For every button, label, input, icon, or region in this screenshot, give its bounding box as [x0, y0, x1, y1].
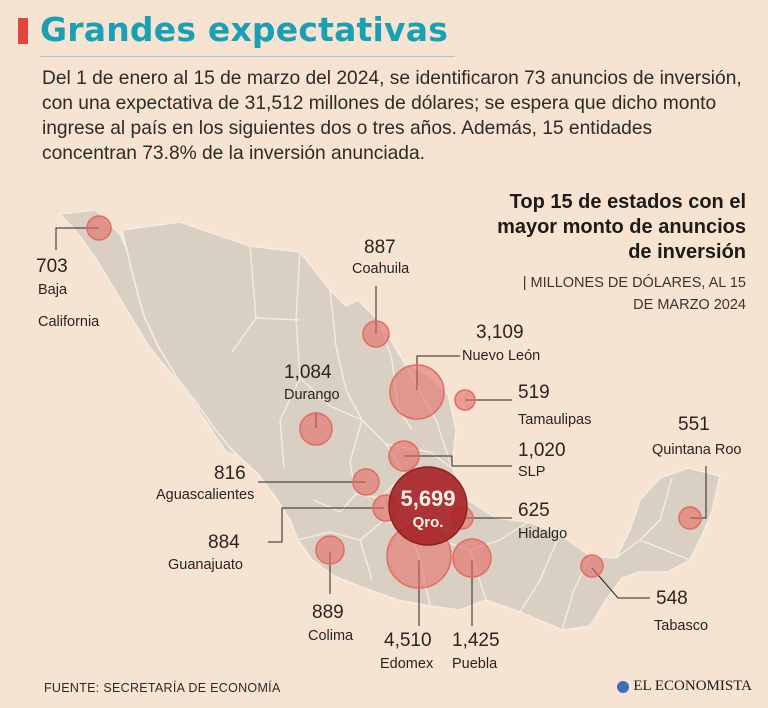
source-note: FUENTE: SECRETARÍA DE ECONOMÍA — [44, 681, 281, 695]
bubble-tabasco — [580, 554, 604, 578]
value-nuevo-leon: 3,109 — [476, 322, 524, 343]
subtitle-pipe: | — [522, 275, 527, 291]
value-aguascalientes: 816 — [214, 463, 246, 484]
name-guanajuato: Guanajuato — [168, 557, 243, 573]
leader-tabasco — [591, 567, 650, 599]
name-tabasco: Tabasco — [654, 618, 709, 634]
page-title: Grandes expectativas — [40, 10, 449, 49]
bubble-slp — [388, 440, 420, 472]
name-edomex: Edomex — [380, 656, 434, 672]
name-slp: SLP — [518, 464, 546, 480]
bubble-tamaulipas — [454, 389, 476, 411]
name-hidalgo: Hidalgo — [518, 526, 568, 542]
name-colima: Colima — [308, 628, 354, 644]
name-durango: Durango — [284, 387, 340, 403]
value-guanajuato: 884 — [208, 532, 240, 553]
value-slp: 1,020 — [518, 440, 566, 461]
value-edomex: 4,510 — [384, 630, 432, 651]
leader-slp — [404, 455, 512, 467]
name-baja-california-line2: California — [38, 314, 100, 330]
value-durango: 1,084 — [284, 362, 332, 383]
bubble-quintana-roo — [678, 506, 702, 530]
name-coahuila: Coahuila — [352, 261, 410, 277]
name-baja-california-line1: Baja — [38, 282, 68, 298]
bubble-colima — [315, 535, 345, 565]
bubble-coahuila — [362, 320, 390, 348]
value-hidalgo: 625 — [518, 500, 550, 521]
bubble-aguascalientes — [352, 468, 380, 496]
name-aguascalientes: Aguascalientes — [156, 487, 255, 503]
value-quintana-roo: 551 — [678, 414, 710, 435]
name-queretaro: Qro. — [412, 514, 444, 531]
value-puebla: 1,425 — [452, 630, 500, 651]
intro-paragraph: Del 1 de enero al 15 de marzo del 2024, … — [42, 68, 742, 164]
bubble-durango — [299, 412, 333, 446]
value-baja-california: 703 — [36, 256, 68, 277]
name-quintana-roo: Quintana Roo — [652, 442, 742, 458]
header-accent-bar — [18, 18, 28, 44]
name-tamaulipas: Tamaulipas — [518, 412, 592, 428]
brand-logo: EL ECONOMISTA — [617, 678, 752, 695]
subtitle-text: MILLONES DE DÓLARES, AL 15 DE MARZO 2024 — [530, 275, 746, 313]
leader-guanajuato — [268, 507, 384, 543]
title-divider — [40, 56, 455, 57]
value-coahuila: 887 — [364, 237, 396, 258]
bubble-queretaro — [388, 466, 468, 546]
leader-baja — [55, 227, 99, 250]
brand-name: EL ECONOMISTA — [633, 678, 752, 694]
name-puebla: Puebla — [452, 656, 498, 672]
value-tamaulipas: 519 — [518, 382, 550, 403]
panel-title: Top 15 de estados con el mayor monto de … — [497, 191, 746, 263]
name-nuevo-leon: Nuevo León — [462, 348, 541, 364]
bubble-baja-california — [86, 215, 112, 241]
value-queretaro: 5,699 — [400, 486, 456, 511]
value-colima: 889 — [312, 602, 344, 623]
bubbles — [86, 215, 702, 589]
panel-subtitle: | MILLONES DE DÓLARES, AL 15 DE MARZO 202… — [516, 272, 746, 316]
bubble-puebla — [452, 538, 492, 578]
value-tabasco: 548 — [656, 588, 688, 609]
el-economista-logo-icon — [617, 680, 630, 693]
bubble-nuevo-leon — [389, 364, 445, 420]
